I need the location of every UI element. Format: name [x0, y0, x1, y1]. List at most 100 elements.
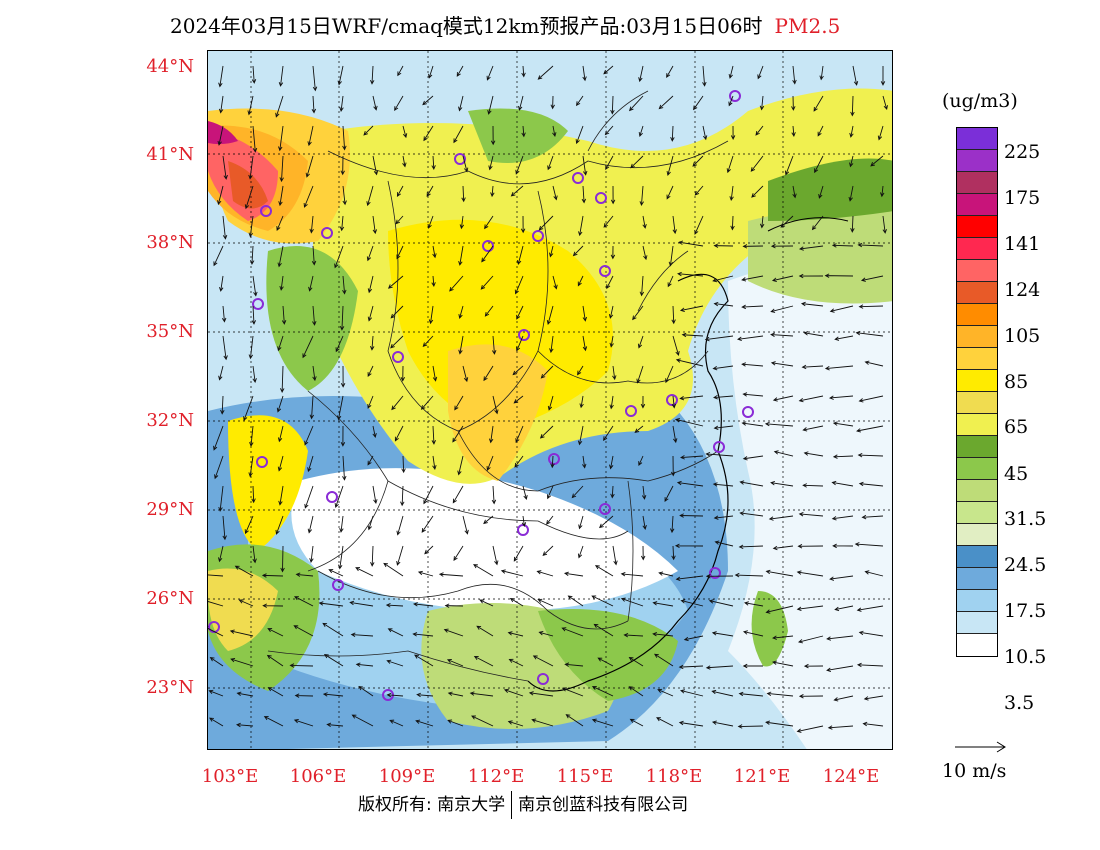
wind-arrow — [742, 455, 764, 461]
wind-arrow — [351, 714, 374, 727]
wind-arrow — [669, 515, 675, 534]
wind-arrow — [862, 721, 884, 727]
wind-arrow — [326, 722, 344, 728]
wind-reference-arrow-icon — [955, 741, 1006, 753]
color-scale-swatch — [957, 370, 997, 392]
legend-level: 3.5 — [1004, 692, 1035, 714]
wind-arrow — [591, 718, 614, 727]
wind-arrow — [857, 242, 884, 248]
wind-arrow — [431, 155, 436, 171]
wind-arrow — [483, 515, 494, 525]
wind-arrow — [712, 275, 734, 283]
wind-arrow — [855, 330, 884, 337]
wind-arrow — [666, 155, 674, 176]
wind-arrow — [278, 125, 284, 152]
wind-arrow — [792, 185, 797, 199]
wind-arrow — [490, 125, 496, 146]
wind-arrow — [610, 245, 616, 260]
wind-arrow — [222, 515, 227, 541]
wind-arrow — [850, 95, 855, 117]
wind-arrow — [704, 335, 734, 342]
wind-arrow — [603, 215, 614, 228]
wind-arrow — [571, 485, 584, 499]
wind-arrow — [423, 125, 434, 142]
wind-arrow — [577, 275, 584, 287]
wind-arrow — [507, 631, 524, 637]
wind-arrow — [304, 485, 314, 509]
wind-arrow — [605, 155, 614, 170]
wind-arrow — [832, 421, 854, 427]
wind-arrow — [829, 575, 854, 581]
wind-arrow — [339, 305, 345, 331]
wind-arrow — [234, 565, 254, 577]
wind-arrow — [459, 215, 465, 230]
wind-arrow — [770, 243, 794, 249]
wind-arrow — [620, 572, 644, 577]
wind-arrow — [340, 365, 346, 388]
wind-arrow — [575, 95, 584, 107]
wind-arrow — [413, 602, 434, 607]
wind-arrow — [702, 125, 708, 141]
color-scale-swatch — [957, 194, 997, 216]
lon-label: 106°E — [289, 766, 347, 787]
wind-arrow — [597, 657, 614, 667]
color-scale-swatch — [957, 348, 997, 370]
wind-arrow — [856, 662, 884, 668]
wind-arrow — [492, 545, 499, 566]
wind-arrow — [577, 365, 584, 376]
wind-arrow — [796, 570, 824, 577]
wind-arrow — [432, 245, 437, 259]
wind-arrow — [713, 301, 734, 307]
wind-arrow — [453, 545, 464, 561]
wind-arrow — [772, 660, 794, 667]
wind-arrow — [532, 655, 554, 667]
wind-arrow — [742, 392, 764, 397]
wind-arrow — [462, 365, 469, 383]
wind-arrow — [642, 215, 647, 229]
lon-label: 103°E — [201, 766, 259, 787]
wind-arrow — [705, 574, 734, 579]
wind-arrow — [279, 155, 284, 183]
wind-arrow — [741, 362, 764, 367]
color-scale-swatch — [957, 282, 997, 304]
wind-arrow — [675, 358, 704, 367]
wind-arrow — [594, 565, 614, 577]
wind-arrow — [658, 95, 674, 110]
wind-arrow — [243, 395, 254, 422]
wind-arrow — [672, 215, 677, 235]
wind-arrow — [713, 243, 734, 248]
color-scale-swatch — [957, 524, 997, 546]
wind-arrow — [666, 185, 674, 200]
wind-arrow — [726, 155, 734, 174]
wind-arrow — [674, 418, 704, 427]
wind-arrow — [400, 365, 406, 382]
wind-arrow — [238, 599, 254, 607]
wind-arrow — [481, 245, 494, 263]
wind-arrow — [218, 545, 224, 563]
wind-arrow — [848, 185, 854, 202]
wind-arrow — [277, 245, 284, 268]
wind-arrow — [508, 658, 524, 667]
wind-arrow — [679, 513, 704, 518]
wind-arrow — [516, 305, 524, 320]
wind-arrow — [632, 305, 644, 321]
wind-arrow — [630, 155, 644, 169]
wind-arrow — [679, 305, 704, 312]
wind-arrow — [309, 395, 314, 420]
wind-arrow — [852, 65, 859, 86]
wind-arrow — [401, 455, 406, 474]
wind-arrow — [483, 365, 494, 382]
wind-arrow — [546, 515, 554, 525]
wind-arrow — [579, 395, 584, 409]
wind-arrow — [582, 65, 587, 82]
wind-arrow — [856, 605, 884, 612]
wind-arrow — [561, 627, 584, 637]
wind-arrow — [248, 155, 254, 180]
wind-arrow — [860, 275, 884, 282]
wind-arrow — [636, 365, 644, 384]
wind-arrow — [386, 692, 404, 698]
color-scale-swatch — [957, 238, 997, 260]
wind-arrow — [798, 694, 824, 699]
wind-arrow — [652, 601, 674, 607]
wind-arrow — [877, 125, 884, 141]
